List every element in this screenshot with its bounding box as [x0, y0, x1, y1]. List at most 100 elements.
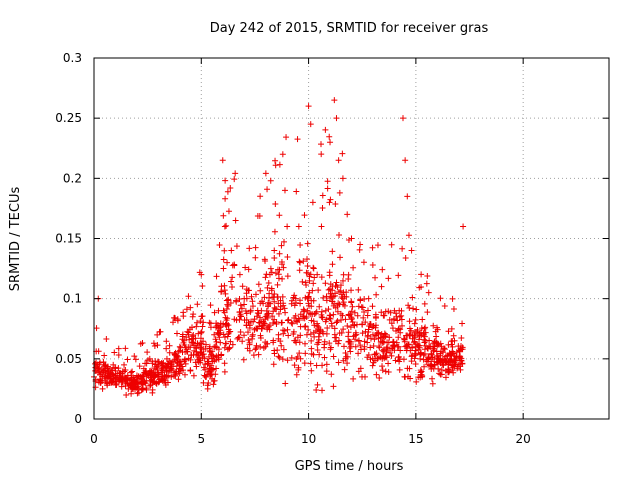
- data-point: [303, 282, 310, 289]
- data-point: [268, 287, 275, 294]
- data-point: [204, 361, 211, 368]
- data-point: [373, 371, 380, 378]
- data-point: [281, 187, 288, 194]
- data-point: [381, 312, 388, 319]
- data-point: [442, 374, 449, 381]
- data-point: [291, 314, 298, 321]
- data-point: [284, 223, 291, 230]
- data-point: [282, 380, 289, 387]
- data-point: [260, 300, 267, 307]
- data-point: [420, 330, 427, 337]
- data-point: [431, 362, 438, 369]
- data-point: [408, 358, 415, 365]
- data-point: [123, 392, 130, 399]
- data-point: [122, 383, 129, 390]
- data-point: [194, 340, 201, 347]
- data-point: [173, 368, 180, 375]
- data-point: [115, 365, 122, 372]
- data-point: [433, 333, 440, 340]
- data-point: [156, 376, 163, 383]
- data-point: [234, 335, 241, 342]
- data-point: [278, 258, 285, 265]
- data-point: [327, 286, 334, 293]
- data-point: [438, 371, 445, 378]
- data-point: [245, 319, 252, 326]
- data-point: [341, 293, 348, 300]
- data-point: [373, 291, 380, 298]
- data-point: [440, 362, 447, 369]
- data-point: [163, 355, 170, 362]
- data-point: [296, 339, 303, 346]
- data-point: [367, 335, 374, 342]
- data-point: [412, 316, 419, 323]
- data-point: [124, 372, 131, 379]
- data-point: [293, 188, 300, 195]
- data-point: [225, 297, 232, 304]
- data-point: [189, 333, 196, 340]
- y-tick-label: 0.2: [63, 171, 82, 185]
- data-point: [275, 331, 282, 338]
- data-point: [442, 358, 449, 365]
- data-point: [294, 136, 301, 143]
- data-point: [132, 384, 139, 391]
- data-point: [337, 282, 344, 289]
- data-point: [225, 303, 232, 310]
- data-point: [99, 366, 106, 373]
- data-point: [293, 371, 300, 378]
- data-point: [213, 338, 220, 345]
- data-point: [185, 293, 192, 300]
- data-point: [104, 380, 111, 387]
- data-point: [445, 341, 452, 348]
- data-point: [378, 283, 385, 290]
- data-point: [297, 311, 304, 318]
- data-point: [395, 272, 402, 279]
- data-point: [346, 312, 353, 319]
- data-point: [369, 362, 376, 369]
- data-point: [216, 242, 223, 249]
- data-point: [409, 294, 416, 301]
- data-point: [431, 338, 438, 345]
- data-point: [424, 272, 431, 279]
- data-point: [385, 275, 392, 282]
- data-point: [329, 248, 336, 255]
- data-point: [327, 196, 334, 203]
- data-point: [197, 329, 204, 336]
- data-point: [442, 367, 449, 374]
- data-point: [116, 373, 123, 380]
- data-point: [269, 294, 276, 301]
- data-point: [302, 350, 309, 357]
- data-point: [418, 350, 425, 357]
- data-point: [330, 353, 337, 360]
- data-point: [310, 297, 317, 304]
- data-point: [115, 352, 122, 359]
- data-point: [396, 366, 403, 373]
- data-point: [309, 287, 316, 294]
- data-point: [423, 358, 430, 365]
- data-point: [262, 274, 269, 281]
- data-point: [367, 344, 374, 351]
- data-point: [434, 355, 441, 362]
- data-point: [326, 269, 333, 276]
- data-point: [445, 361, 452, 368]
- data-point: [276, 266, 283, 273]
- data-point: [207, 302, 214, 309]
- data-point: [284, 326, 291, 333]
- data-point: [361, 343, 368, 350]
- data-point: [173, 363, 180, 370]
- data-point: [254, 213, 261, 220]
- data-point: [208, 351, 215, 358]
- data-point: [371, 336, 378, 343]
- data-point: [274, 281, 281, 288]
- data-point: [310, 280, 317, 287]
- data-point: [173, 355, 180, 362]
- data-point: [156, 328, 163, 335]
- data-point: [335, 300, 342, 307]
- data-point: [419, 316, 426, 323]
- data-point: [228, 278, 235, 285]
- data-point: [310, 264, 317, 271]
- data-point: [447, 355, 454, 362]
- data-point: [154, 331, 161, 338]
- data-point: [295, 364, 302, 371]
- data-point: [204, 385, 211, 392]
- data-point: [265, 279, 272, 286]
